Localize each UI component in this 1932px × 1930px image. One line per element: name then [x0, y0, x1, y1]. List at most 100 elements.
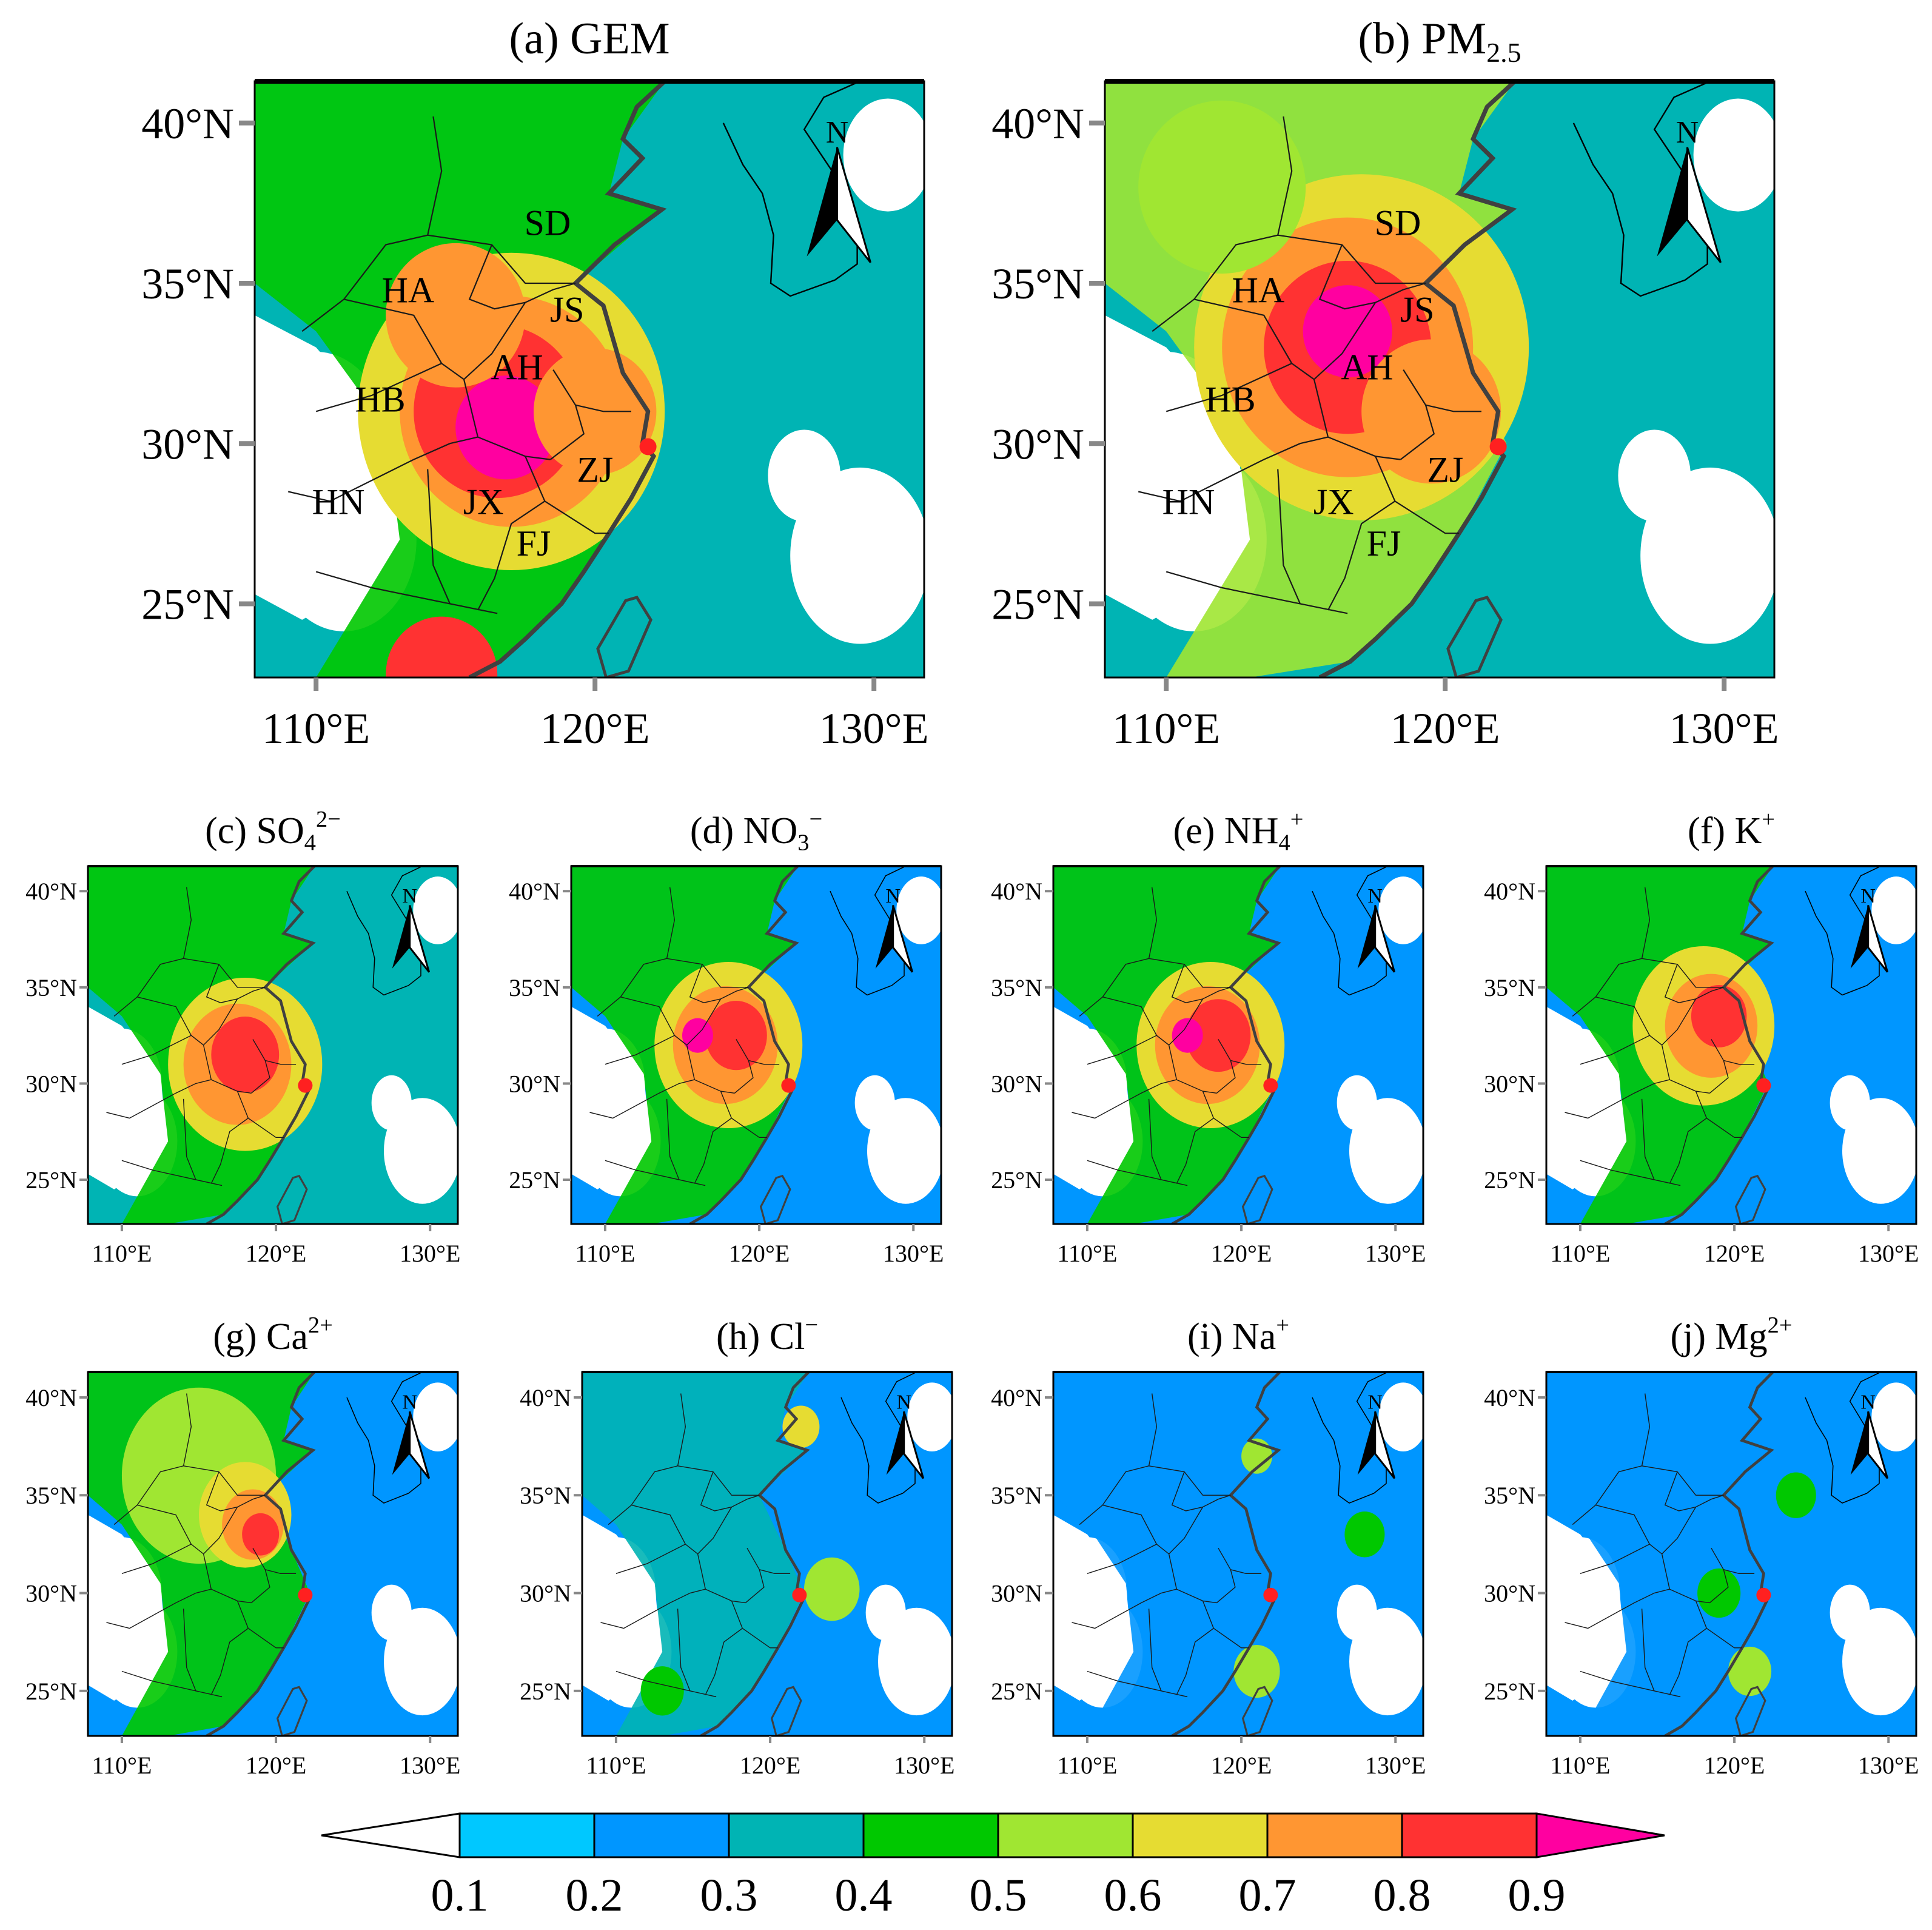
colorbar-low-triangle	[321, 1812, 461, 1858]
province-border	[1169, 1507, 1204, 1555]
province-border	[1394, 500, 1460, 534]
province-border	[1263, 436, 1329, 460]
colorbar-swatch	[862, 1812, 999, 1858]
province-border	[1565, 1092, 1635, 1119]
province-label-js: JS	[550, 289, 585, 329]
province-border	[1087, 1670, 1188, 1698]
coastline	[1664, 866, 1774, 1224]
province-border	[1168, 1553, 1217, 1604]
province-border	[252, 1547, 297, 1575]
province-border	[597, 887, 676, 1017]
north-arrow-icon: N	[807, 115, 871, 263]
province-border	[1642, 958, 1724, 988]
province-border	[106, 1092, 176, 1119]
province-border	[477, 456, 546, 611]
west-clean-area	[1053, 1006, 1131, 1189]
hotspot	[804, 1557, 860, 1621]
north-label: N	[1367, 885, 1383, 907]
korea-outline	[346, 866, 423, 996]
low-value-patch	[371, 1584, 412, 1641]
coastline	[700, 1372, 810, 1736]
province-border	[1087, 1544, 1157, 1574]
colorbar-swatch	[593, 1812, 730, 1858]
lon-label: 110°E	[92, 1752, 152, 1779]
korea-outline	[1572, 81, 1711, 297]
colorbar-tick-label: 0.1	[431, 1870, 489, 1921]
coastline	[1318, 81, 1517, 678]
province-border	[1327, 456, 1396, 611]
province-border	[1193, 298, 1315, 380]
lon-label: 110°E	[586, 1752, 646, 1779]
lat-label: 40°N	[1484, 878, 1535, 905]
colorbar-swatch	[1401, 1812, 1538, 1858]
province-border	[175, 1079, 212, 1094]
panel-title: (j) Mg2+	[1670, 1313, 1792, 1357]
korea-outline	[346, 1372, 423, 1504]
lon-label: 110°E	[92, 1240, 152, 1267]
lat-label: 25°N	[25, 1166, 77, 1194]
receptor-site-marker	[1489, 438, 1507, 456]
province-border	[1152, 116, 1293, 332]
hotspot	[682, 1018, 713, 1053]
hotspot	[455, 375, 556, 480]
low-value-patch	[413, 876, 458, 944]
province-border	[121, 1035, 192, 1065]
concentration-field	[571, 866, 941, 1224]
province-border	[210, 1091, 249, 1184]
province-border	[203, 1507, 238, 1555]
hotspot	[386, 616, 498, 678]
province-border	[605, 1160, 706, 1186]
province-border	[1313, 379, 1401, 460]
low-value-patch	[1871, 876, 1916, 944]
panel-title: (g) Ca2+	[213, 1313, 333, 1357]
province-border	[1216, 1060, 1236, 1094]
province-border	[1580, 1544, 1650, 1574]
lat-label: 40°N	[991, 878, 1042, 905]
taiwan-outline	[1734, 1686, 1766, 1736]
receptor-site-marker	[781, 1078, 796, 1093]
province-border	[686, 998, 722, 1046]
north-arrow-icon: N	[886, 1391, 925, 1479]
hotspot	[1233, 1645, 1280, 1698]
colorbar-tick-label: 0.4	[835, 1870, 893, 1921]
north-label: N	[1676, 115, 1699, 150]
lon-label: 120°E	[1704, 1240, 1765, 1267]
north-arrow-icon: N	[1357, 885, 1396, 973]
province-border	[1580, 1035, 1650, 1065]
low-value-patch	[1618, 429, 1691, 522]
korea-outline	[830, 866, 906, 996]
province-border	[734, 1060, 754, 1094]
lat-label: 25°N	[1484, 1166, 1535, 1194]
lon-label: 110°E	[262, 704, 370, 753]
province-border	[1572, 1393, 1651, 1525]
lon-label: 130°E	[1365, 1240, 1426, 1267]
province-border	[669, 1589, 706, 1604]
province-border	[343, 298, 465, 380]
province-border	[1213, 1117, 1249, 1138]
province-border	[742, 1628, 778, 1649]
province-border	[1168, 1044, 1217, 1094]
province-border	[113, 887, 192, 1017]
lat-label: 40°N	[141, 99, 234, 148]
province-border	[677, 1609, 691, 1692]
panel-h: N 40°N 35°N 30°N 25°N 110°E 120°E 130°E (h) Cl−	[520, 1313, 954, 1779]
concentration-field	[582, 1372, 952, 1736]
hotspot	[242, 1513, 280, 1556]
lon-label: 130°E	[883, 1240, 944, 1267]
province-border	[1662, 1507, 1697, 1555]
lat-label: 25°N	[1484, 1678, 1535, 1705]
province-border	[745, 1569, 765, 1604]
lat-label: 30°N	[509, 1070, 560, 1097]
low-value-patch	[1378, 876, 1423, 944]
province-border	[736, 1039, 780, 1065]
panel-title: (d) NO3−	[690, 807, 822, 855]
low-value-patch	[1378, 1382, 1423, 1451]
low-value-patch	[768, 429, 840, 522]
coastline	[1664, 1372, 1774, 1736]
west-clean-area	[88, 1515, 166, 1701]
low-value-patch	[865, 1584, 906, 1641]
province-border	[1072, 1092, 1142, 1119]
lat-label: 30°N	[991, 1580, 1042, 1607]
province-border	[605, 1035, 675, 1065]
korea-outline	[1312, 866, 1388, 996]
